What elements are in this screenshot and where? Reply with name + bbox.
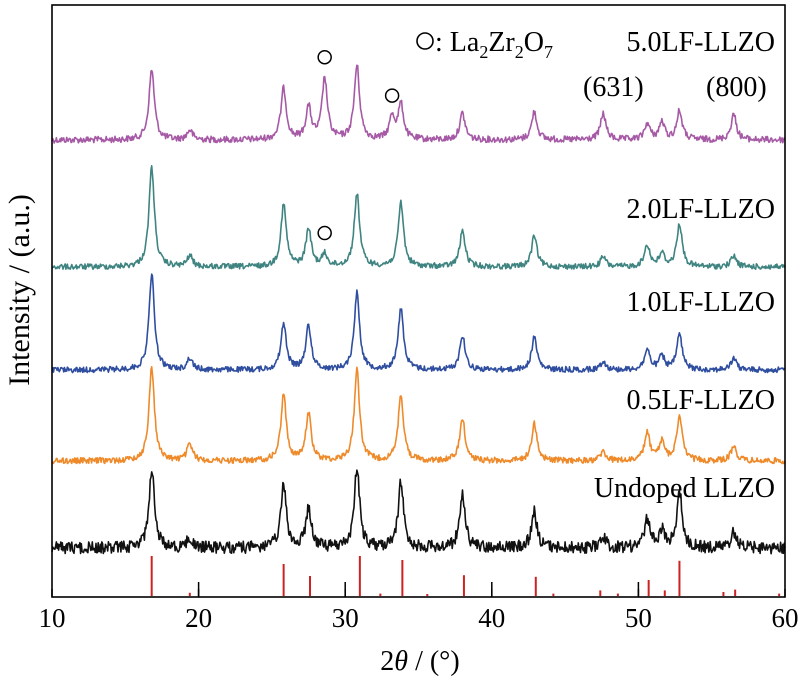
series-label: 1.0LF-LLZO [626, 287, 775, 318]
x-tick-label: 40 [478, 603, 505, 633]
x-axis: 10 20 30 40 50 60 [39, 589, 799, 633]
x-tick-label: 20 [185, 603, 212, 633]
x-tick-label: 60 [772, 603, 799, 633]
series-line [51, 273, 786, 374]
impurity-marker-icon [384, 88, 400, 103]
legend-label: : La2Zr2O7 [435, 27, 553, 62]
series-label: 2.0LF-LLZO [626, 194, 775, 225]
y-axis-label: Intensity / (a.u.) [3, 194, 36, 386]
legend-circle-icon [416, 32, 434, 50]
impurity-legend: : La2Zr2O7 [416, 27, 553, 62]
series-line [51, 165, 786, 270]
plane-label-631: (631) [583, 72, 644, 103]
reference-pattern [150, 556, 781, 596]
series-line [51, 469, 786, 555]
series-label: 5.0LF-LLZO [626, 27, 775, 58]
plot-frame [51, 4, 786, 598]
series-line [51, 366, 786, 465]
impurity-markers [317, 49, 400, 241]
x-tick-label: 30 [332, 603, 359, 633]
x-axis-label: 2θ / (°) [380, 646, 459, 677]
series-label: 0.5LF-LLZO [626, 385, 775, 416]
impurity-marker-icon [317, 49, 332, 65]
series-labels: 5.0LF-LLZO 2.0LF-LLZO 1.0LF-LLZO 0.5LF-LLZO… [594, 27, 775, 504]
x-tick-label: 10 [39, 603, 66, 633]
impurity-marker-icon [317, 225, 332, 241]
series-label: Undoped LLZO [594, 473, 775, 504]
x-tick-label: 50 [625, 603, 652, 633]
series-layer [51, 64, 786, 555]
series-line [51, 64, 786, 144]
plane-label-800: (800) [706, 72, 767, 103]
